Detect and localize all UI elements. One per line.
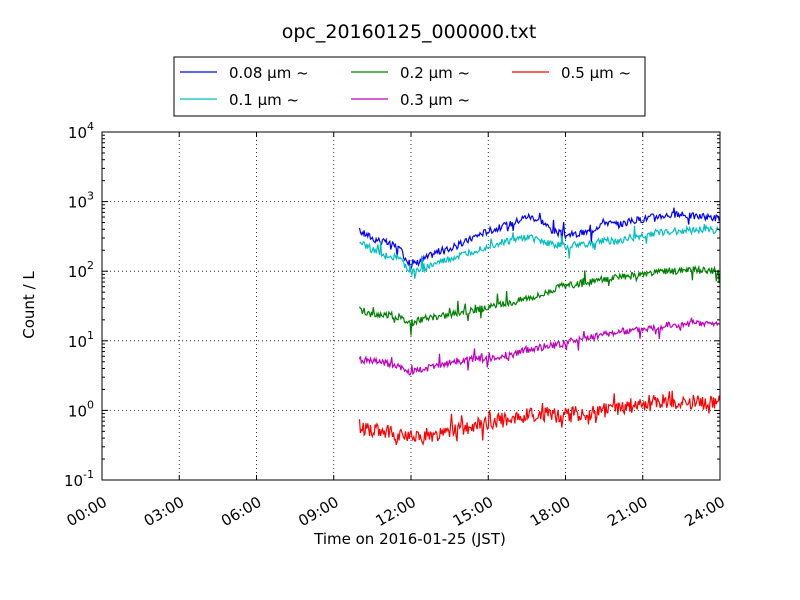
y-tick-label: 10-1 (64, 468, 94, 490)
y-tick-base: 10 (64, 472, 83, 490)
y-tick-exponent: 4 (87, 120, 94, 133)
y-tick-label: 101 (68, 329, 94, 351)
x-tick-label: 12:00 (373, 493, 419, 530)
legend-label: 0.3 μm ~ (400, 91, 470, 109)
y-tick-label: 100 (68, 398, 94, 420)
series-line (358, 264, 721, 336)
series-line (358, 317, 721, 376)
y-tick-exponent: 3 (87, 190, 94, 203)
series-group (358, 207, 721, 447)
y-tick-exponent: -1 (83, 468, 94, 481)
x-tick-label: 03:00 (141, 493, 187, 530)
y-tick-exponent: 2 (87, 259, 94, 272)
x-tick-label: 00:00 (64, 493, 110, 530)
grid (102, 132, 720, 480)
x-tick-label: 18:00 (527, 493, 573, 530)
y-tick-label: 102 (68, 259, 94, 281)
x-axis-label: Time on 2016-01-25 (JST) (313, 530, 506, 548)
y-tick-base: 10 (68, 194, 87, 212)
x-tick-label: 24:00 (682, 493, 728, 530)
y-tick-base: 10 (68, 333, 87, 351)
y-axis-label: Count / L (20, 271, 38, 339)
x-tick-label: 15:00 (450, 493, 496, 530)
x-tick-label: 06:00 (218, 493, 264, 530)
legend-box (173, 56, 646, 117)
legend-label: 0.2 μm ~ (400, 64, 470, 82)
y-tick-label: 104 (68, 120, 94, 142)
x-axis: 00:00 03:00 06:00 09:00 12:00 15:00 18:00 21:00… (64, 132, 728, 530)
y-tick-label: 103 (68, 190, 94, 212)
legend-label: 0.1 μm ~ (229, 91, 299, 109)
y-tick-base: 10 (68, 402, 87, 420)
y-tick-base: 10 (68, 124, 87, 142)
legend-label: 0.5 μm ~ (561, 64, 631, 82)
legend-label: 0.08 μm ~ (229, 64, 309, 82)
y-tick-base: 10 (68, 263, 87, 281)
y-tick-exponent: 0 (87, 398, 94, 411)
series-line (358, 207, 721, 271)
chart-title: opc_20160125_000000.txt (282, 21, 537, 43)
x-tick-label: 09:00 (295, 493, 341, 530)
y-tick-exponent: 1 (87, 329, 94, 342)
series-line (359, 224, 721, 279)
x-tick-label: 21:00 (604, 493, 650, 530)
series-line (358, 390, 721, 447)
legend: 0.08 μm ~ 0.1 μm ~ 0.2 μm ~ 0.3 μm ~ 0.5 μm … (173, 56, 646, 117)
